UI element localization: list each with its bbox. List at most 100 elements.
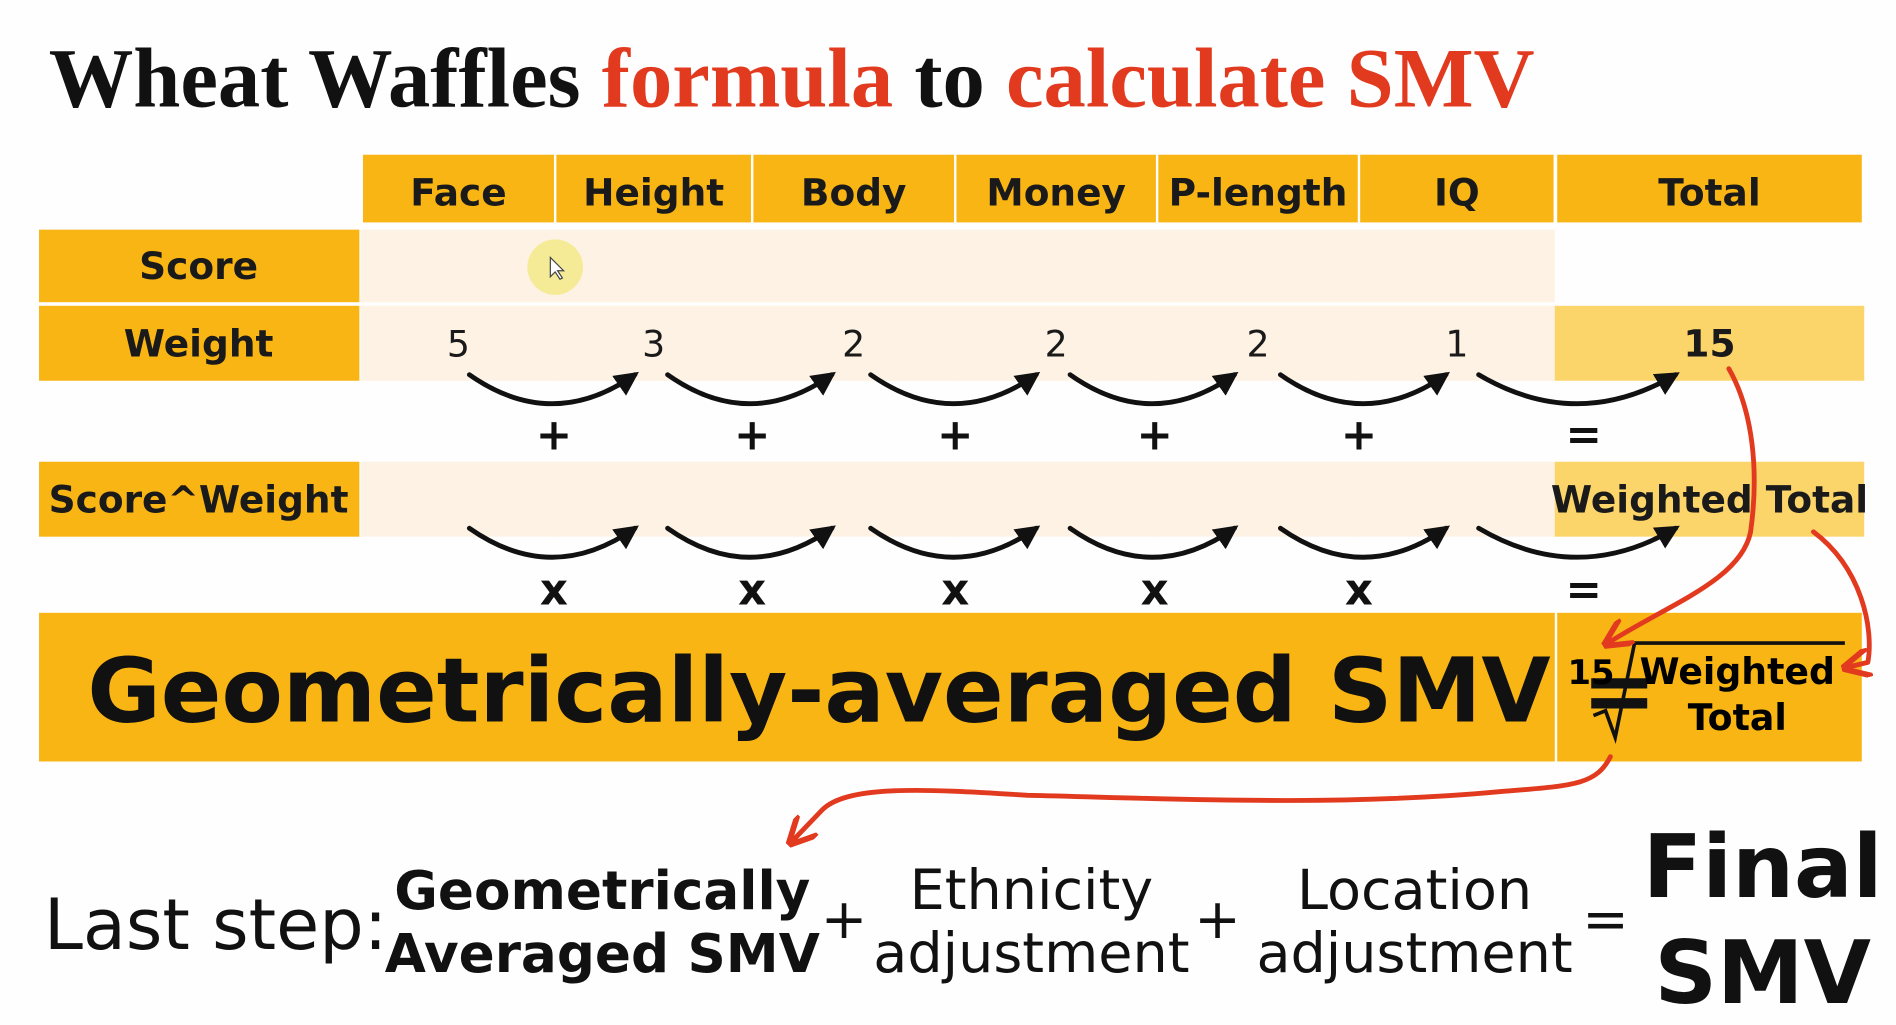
cell — [553, 461, 754, 537]
weight-value: 2 — [1045, 323, 1068, 366]
header-cell — [362, 154, 554, 223]
operator: + — [821, 887, 868, 952]
cell — [954, 461, 1159, 537]
weight-value: 2 — [1246, 323, 1269, 366]
operator: + — [536, 411, 572, 461]
column-header: IQ — [1434, 170, 1480, 214]
operators: + + + + + = x x x x x = — [466, 371, 1680, 615]
column-header: Body — [801, 170, 907, 214]
red-arrow — [1811, 529, 1869, 667]
title: Wheat Waffles formula to calculate SMV — [49, 32, 1535, 125]
term-line: adjustment — [873, 921, 1189, 986]
column-header: Face — [410, 170, 506, 214]
operator: + — [734, 411, 770, 461]
arrow — [1277, 371, 1450, 407]
arrow — [466, 371, 639, 407]
operator: = — [1566, 565, 1602, 615]
row-label-cell — [39, 229, 360, 303]
operator: x — [1141, 565, 1169, 615]
term-line: Ethnicity — [910, 858, 1154, 923]
cell — [553, 229, 754, 303]
title-part: Wheat Waffles — [49, 32, 581, 125]
row-total: 15 — [1683, 322, 1735, 366]
arrow — [466, 525, 639, 560]
header-cell — [753, 154, 955, 223]
weight-value: 3 — [642, 323, 665, 366]
row-total: Weighted Total — [1551, 477, 1868, 521]
header-cell — [1557, 154, 1862, 223]
table: Face Height Body Money P-length IQ Total Score W… — [39, 154, 1868, 537]
operator: x — [540, 565, 568, 615]
term-line: Averaged SMV — [385, 923, 820, 985]
radicand: Total — [1688, 696, 1787, 739]
operator: + — [937, 411, 973, 461]
cell — [1155, 229, 1361, 303]
cell — [1357, 461, 1556, 537]
row-label-cell — [39, 305, 360, 381]
cell — [1155, 305, 1361, 381]
term-line: SMV — [1654, 922, 1871, 1024]
cursor — [549, 255, 566, 280]
operator: x — [1345, 565, 1373, 615]
column-header: P-length — [1169, 170, 1348, 214]
cell — [1357, 229, 1556, 303]
arrow — [1277, 525, 1450, 560]
term-line: adjustment — [1256, 921, 1572, 986]
row-label: Score — [139, 244, 258, 288]
operator: = — [1566, 411, 1602, 461]
red-arrow — [1608, 366, 1757, 643]
header-cell — [1360, 154, 1554, 223]
arrow — [1476, 372, 1680, 407]
header-cell — [556, 154, 751, 223]
radicand: Weighted — [1640, 650, 1835, 693]
cell — [1357, 305, 1556, 381]
cell — [750, 229, 957, 303]
operator: x — [738, 565, 766, 615]
operator: = — [1582, 887, 1629, 952]
header-cell — [1158, 154, 1358, 223]
cell — [553, 305, 754, 381]
operator: x — [941, 565, 969, 615]
title-part: calculate SMV — [1006, 32, 1535, 125]
formula-band — [39, 612, 1555, 762]
arrow — [665, 525, 836, 560]
cell — [1554, 461, 1865, 537]
cell — [360, 305, 557, 381]
row-label: Weight — [124, 322, 274, 366]
row-label: Score^Weight — [49, 477, 349, 521]
arrow — [868, 371, 1041, 407]
cell — [1155, 461, 1361, 537]
operator: + — [1341, 411, 1377, 461]
title-part: to — [914, 32, 984, 125]
cell — [1554, 305, 1865, 381]
weight-value: 5 — [447, 323, 470, 366]
term-line: Final — [1643, 816, 1883, 918]
root-index: 15 — [1568, 653, 1615, 692]
column-header: Total — [1658, 170, 1760, 214]
header-cell — [956, 154, 1156, 223]
cell — [360, 461, 557, 537]
cell — [954, 229, 1159, 303]
operator: + — [1194, 887, 1241, 952]
cell — [954, 305, 1159, 381]
column-header: Height — [583, 170, 724, 214]
cell — [750, 461, 957, 537]
term-line: Location — [1297, 858, 1532, 923]
row-label-cell — [39, 461, 360, 537]
weight-value: 1 — [1445, 323, 1468, 366]
cell — [1554, 229, 1865, 303]
last-step-label: Last step: — [44, 884, 388, 966]
term-line: Geometrically — [394, 860, 810, 922]
cell — [750, 305, 957, 381]
arrow — [1067, 371, 1239, 407]
red-arrow — [792, 754, 1613, 842]
cell — [360, 229, 557, 303]
arrow — [665, 371, 836, 407]
title-part: formula — [602, 32, 893, 125]
arrow — [1067, 525, 1239, 560]
formula-label: Geometrically-averaged SMV = — [87, 640, 1656, 744]
column-header: Money — [986, 170, 1126, 214]
arrow — [1476, 525, 1680, 560]
